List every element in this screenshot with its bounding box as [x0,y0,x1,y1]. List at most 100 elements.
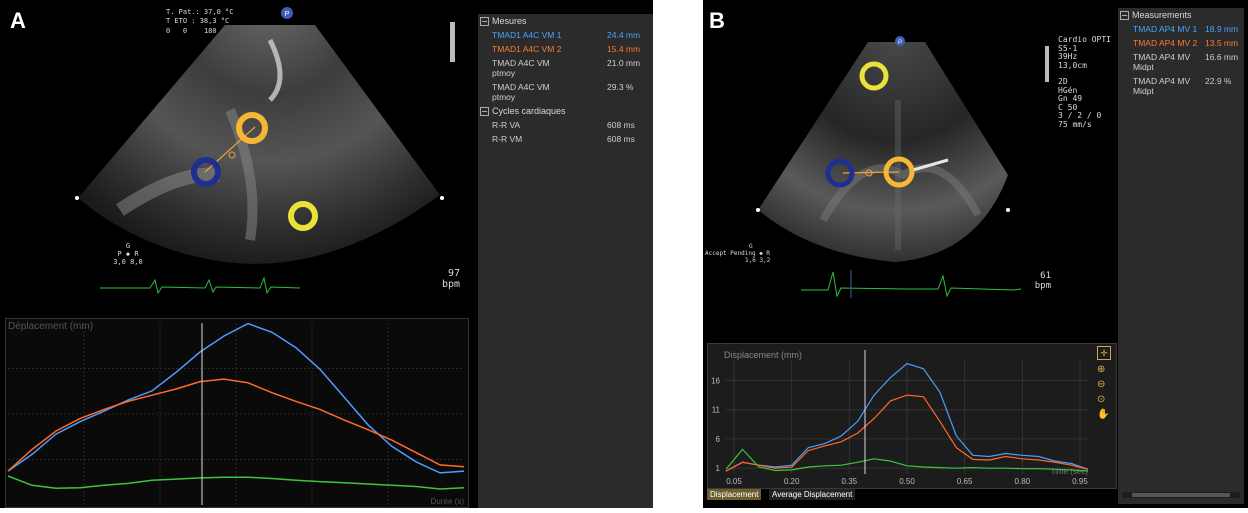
x-tick-label: 0.65 [957,477,973,486]
collapse-icon[interactable] [1120,10,1129,20]
scrollbar-thumb[interactable] [1132,493,1230,497]
chart-a-plot [7,322,465,505]
crosshair-icon[interactable]: ✛ [1097,346,1111,360]
tab-displacement[interactable]: Displacement [707,489,762,500]
orientation-b-top: G [749,243,753,250]
cycles-title-a: Cycles cardiaques [492,106,566,116]
measurement-value: 18.9 mm [1205,24,1239,34]
measurement-row[interactable]: TMAD A4C VM ptmoy 29.3 % [492,80,653,104]
tab-average-displacement[interactable]: Average Displacement [769,489,856,500]
x-tick-label: 0.50 [899,477,915,486]
measurements-header-a[interactable]: Mesures [478,14,653,28]
measurement-value: 16.6 mm [1205,52,1239,62]
angle-scale: 0 0 180 [166,27,217,35]
measurements-panel-b: Measurements TMAD AP4 MV 1 18.9 mm TMAD A… [1118,8,1244,504]
collapse-icon[interactable] [480,16,489,26]
series-line-1 [725,362,1089,472]
orientation-a-values: 3,0 8,0 [113,258,143,266]
series-line-2 [725,394,1089,472]
measurements-header-b[interactable]: Measurements [1118,8,1244,22]
orientation-b-values: 1,6 3,2 [745,257,771,264]
series-line-3 [725,448,1089,472]
chart-b-toolbar: ✛ ⊕ ⊖ ⊙ ✋ [1097,346,1111,420]
measurement-row[interactable]: TMAD A4C VM ptmoy 21.0 mm [492,56,653,80]
setting-line: S5-1 [1058,43,1078,53]
measurement-name: TMAD AP4 MV 1 [1133,24,1198,34]
orientation-a: G P ◆ R 3,0 8,0 [108,242,148,266]
ecg-trace-a [100,276,301,295]
setting-line: HGén [1058,85,1078,95]
measurement-name: TMAD AP4 MV 2 [1133,38,1198,48]
measurements-title-a: Mesures [492,16,527,26]
cycle-row[interactable]: R-R VA 608 ms [492,118,653,132]
measurement-row[interactable]: TMAD AP4 MV Midpt 16.6 mm [1133,50,1244,74]
accept-pending-label: Accept Pending [705,250,756,257]
panel-b-label: B [709,8,725,33]
displacement-chart-b: Displacement (mm) Time (sec) 1 6 11 16 0.05 0… [707,343,1117,489]
zoom-out-icon[interactable]: ⊖ [1097,379,1106,390]
zoom-fit-icon[interactable]: ⊙ [1097,394,1106,405]
probe-temp-eto: T ETO : 38,3 °C [166,17,230,25]
tracking-marker-blue-b [825,158,855,188]
measurement-name: TMAD AP4 MV Midpt [1133,52,1191,72]
measurement-row[interactable]: TMAD1 A4C VM 2 15.4 mm [492,42,653,56]
cycles-header-a[interactable]: Cycles cardiaques [478,104,653,118]
heart-rate-b: 61 bpm [1021,271,1051,291]
zoom-in-icon[interactable]: ⊕ [1097,364,1106,375]
setting-line: 39Hz [1058,52,1078,61]
tracking-marker-orange-a [236,112,268,144]
measurement-value: 24.4 mm [607,30,641,40]
series-line-2 [7,378,465,472]
cycle-row[interactable]: R-R VM 608 ms [492,132,653,146]
ultrasound-view-b: P [756,36,1049,298]
scrollbar-b[interactable] [1122,492,1240,498]
measurement-list-b: TMAD AP4 MV 1 18.9 mm TMAD AP4 MV 2 13.5 m… [1118,22,1244,98]
tracking-marker-yellow-a [288,201,318,231]
measurement-value: 29.3 % [607,82,634,92]
scanner-settings-b: Cardio OPTI S5-1 39Hz 13,0cm 2D HGén Gn … [1058,35,1111,129]
ecg-trace-b [801,271,1022,298]
setting-line: 75 mm/s [1058,119,1092,129]
collapse-icon[interactable] [480,106,489,116]
orientation-a-left: P [117,250,122,258]
measurement-row[interactable]: TMAD AP4 MV 2 13.5 mm [1133,36,1244,50]
measurement-value: 15.4 mm [607,44,641,54]
chart-a-ylabel: Déplacement (mm) [8,321,94,332]
measurement-value: 21.0 mm [607,58,641,68]
x-tick-label: 0.35 [842,477,858,486]
setting-line: 3 / 2 / 0 [1058,111,1102,120]
cycle-name: R-R VM [492,134,523,144]
measurements-panel-a: Mesures TMAD1 A4C VM 1 24.4 mm TMAD1 A4C … [478,14,653,508]
measurement-row[interactable]: TMAD AP4 MV 1 18.9 mm [1133,22,1244,36]
orientation-a-top: G [125,242,131,250]
panel-a: A T. Pat.: 37,0 °C T ETO : 38,3 °C 0 0 1… [0,0,653,508]
measurement-name: TMAD A4C VM ptmoy [492,58,550,78]
angle-scale-min: 0 [166,27,171,35]
setting-line: C 50 [1058,102,1078,112]
measurement-row[interactable]: TMAD1 A4C VM 1 24.4 mm [492,28,653,42]
cycle-name: R-R VA [492,120,521,130]
cycle-value: 608 ms [607,120,635,130]
heart-rate-a-value: 97 [447,268,460,279]
x-tick-label: 0.95 [1072,477,1088,486]
panel-b: B P Cardio OPTI S5-1 39Hz 13,0c [703,0,1248,508]
ultrasound-view-a: P [75,7,455,295]
orientation-a-right: R [134,250,139,258]
angle-scale-max: 180 [203,27,217,35]
measurement-name: TMAD1 A4C VM 1 [492,30,562,40]
orientation-b: G Accept Pending ◆ R 1,6 3,2 [705,243,771,264]
setting-line: 13,0cm [1058,60,1087,70]
setting-line: Cardio OPTI [1058,35,1111,44]
measurements-title-b: Measurements [1132,10,1192,20]
measurement-list-a: TMAD1 A4C VM 1 24.4 mm TMAD1 A4C VM 2 15.4… [478,28,653,104]
chart-b-ylabel: Displacement (mm) [724,350,803,360]
pan-hand-icon[interactable]: ✋ [1097,409,1110,420]
measurement-row[interactable]: TMAD AP4 MV Midpt 22.9 % [1133,74,1244,98]
series-line-1 [7,322,465,474]
tracking-marker-yellow-b [859,61,889,91]
angle-scale-mid: 0 [182,27,188,35]
y-tick-label: 16 [711,376,720,385]
cycle-list-a: R-R VA 608 ms R-R VM 608 ms [478,118,653,146]
setting-line: Gn 49 [1058,94,1083,103]
